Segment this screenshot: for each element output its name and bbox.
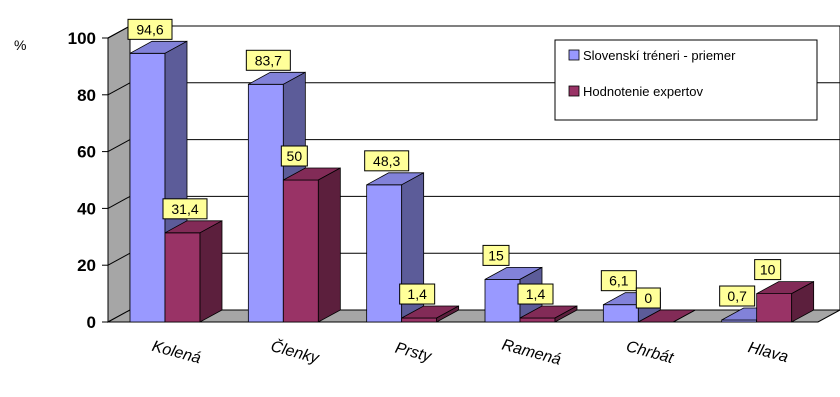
- bar-front: [366, 184, 403, 323]
- data-label-text: 1,4: [526, 286, 546, 302]
- category-label-kolena: Kolená: [150, 338, 203, 367]
- bar-kolena-experti: [164, 220, 223, 323]
- category-label-chrbat: Chrbát: [624, 338, 675, 367]
- data-label-box: [635, 287, 661, 309]
- data-label-chrbat-experti: 0: [635, 287, 661, 309]
- bar-side: [791, 280, 815, 323]
- bar-side: [673, 309, 696, 323]
- bar-side: [554, 305, 578, 323]
- data-label-box: [517, 283, 554, 305]
- data-label-box: [162, 198, 208, 220]
- bar-clenky-experti: [282, 167, 341, 323]
- side-wall: [107, 25, 131, 323]
- gridline-side: [107, 139, 131, 153]
- bar-front: [129, 52, 166, 323]
- data-label-clenky-treneri: 83,7: [245, 49, 291, 71]
- data-label-box: [245, 49, 291, 71]
- bar-front: [282, 179, 319, 323]
- bar-front: [602, 304, 639, 323]
- y-tick-label: 60: [77, 143, 96, 162]
- legend-label: Hodnotenie expertov: [583, 84, 703, 99]
- category-label-ramena: Ramená: [500, 337, 563, 369]
- data-label-ramena-treneri: 15: [482, 244, 510, 266]
- data-label-box: [127, 18, 173, 40]
- bar-ramena-experti: [519, 305, 578, 323]
- data-label-box: [280, 145, 308, 167]
- data-label-box: [482, 244, 510, 266]
- category-labels: Kolená Členky Prsty Ramená Chrbát Hlava: [150, 336, 790, 369]
- data-label-prsty-treneri: 48,3: [364, 150, 410, 172]
- legend-label: Slovenskí tréneri - priemer: [583, 48, 736, 63]
- bars: [129, 40, 815, 323]
- bar-front: [519, 317, 556, 323]
- bar-front: [401, 317, 438, 323]
- legend: Slovenskí tréneri - priemer Hodnotenie ex…: [554, 39, 818, 121]
- data-label-box: [600, 270, 637, 292]
- data-label-box: [754, 259, 782, 281]
- data-label-box: [399, 283, 436, 305]
- bar-side: [317, 167, 341, 323]
- y-tick-label: 20: [77, 256, 96, 275]
- legend-item-treneri: Slovenskí tréneri - priemer: [568, 48, 736, 63]
- gridline-side: [107, 82, 131, 96]
- data-label-text: 6,1: [609, 273, 629, 289]
- y-axis-label: %: [14, 37, 26, 53]
- y-tick-label: 100: [68, 29, 96, 48]
- data-label-text: 48,3: [373, 153, 400, 169]
- gridline-side: [107, 25, 131, 39]
- grid-lines: [107, 25, 840, 266]
- data-label-text: 94,6: [136, 21, 163, 37]
- data-label-box: [719, 285, 756, 307]
- data-label-clenky-experti: 50: [280, 145, 308, 167]
- bar-front: [164, 232, 201, 323]
- bar-front: [247, 83, 284, 323]
- data-label-text: 83,7: [255, 52, 282, 68]
- legend-item-experti: Hodnotenie expertov: [568, 84, 703, 99]
- data-label-kolena-experti: 31,4: [162, 198, 208, 220]
- legend-swatch: [568, 49, 580, 61]
- category-label-hlava: Hlava: [746, 339, 790, 366]
- category-label-clenky: Členky: [269, 336, 322, 367]
- data-label-kolena-treneri: 94,6: [127, 18, 173, 40]
- data-label-text: 10: [760, 262, 776, 278]
- data-label-hlava-treneri: 0,7: [719, 285, 756, 307]
- data-label-box: [364, 150, 410, 172]
- data-label-text: 1,4: [407, 286, 427, 302]
- data-label-text: 0,7: [727, 288, 747, 304]
- data-label-text: 15: [488, 247, 504, 263]
- bar-front: [484, 278, 521, 323]
- bar-side: [199, 220, 223, 323]
- data-label-text: 50: [287, 148, 303, 164]
- data-label-prsty-experti: 1,4: [399, 283, 436, 305]
- y-tick-label: 80: [77, 86, 96, 105]
- gridline-side: [107, 195, 131, 209]
- gridline-side: [107, 252, 131, 266]
- category-label-prsty: Prsty: [393, 340, 434, 366]
- data-labels: 94,6 31,4 83,7 50 48,3 1,4 15 1,4 6,1 0 0,7 10: [127, 18, 782, 309]
- y-tick-label: 40: [77, 199, 96, 218]
- data-label-hlava-experti: 10: [754, 259, 782, 281]
- legend-box: [554, 39, 818, 121]
- data-label-chrbat-treneri: 6,1: [600, 270, 637, 292]
- data-label-text: 0: [644, 290, 652, 306]
- bar-chrbat-experti: [638, 309, 696, 323]
- bar-hlava-experti: [756, 280, 815, 323]
- data-label-ramena-experti: 1,4: [517, 283, 554, 305]
- legend-swatch: [568, 85, 580, 97]
- data-label-text: 31,4: [171, 201, 198, 217]
- bar-side: [436, 305, 460, 323]
- bar-front: [756, 293, 793, 323]
- bar-prsty-experti: [401, 305, 460, 323]
- y-tick-label: 0: [87, 313, 96, 332]
